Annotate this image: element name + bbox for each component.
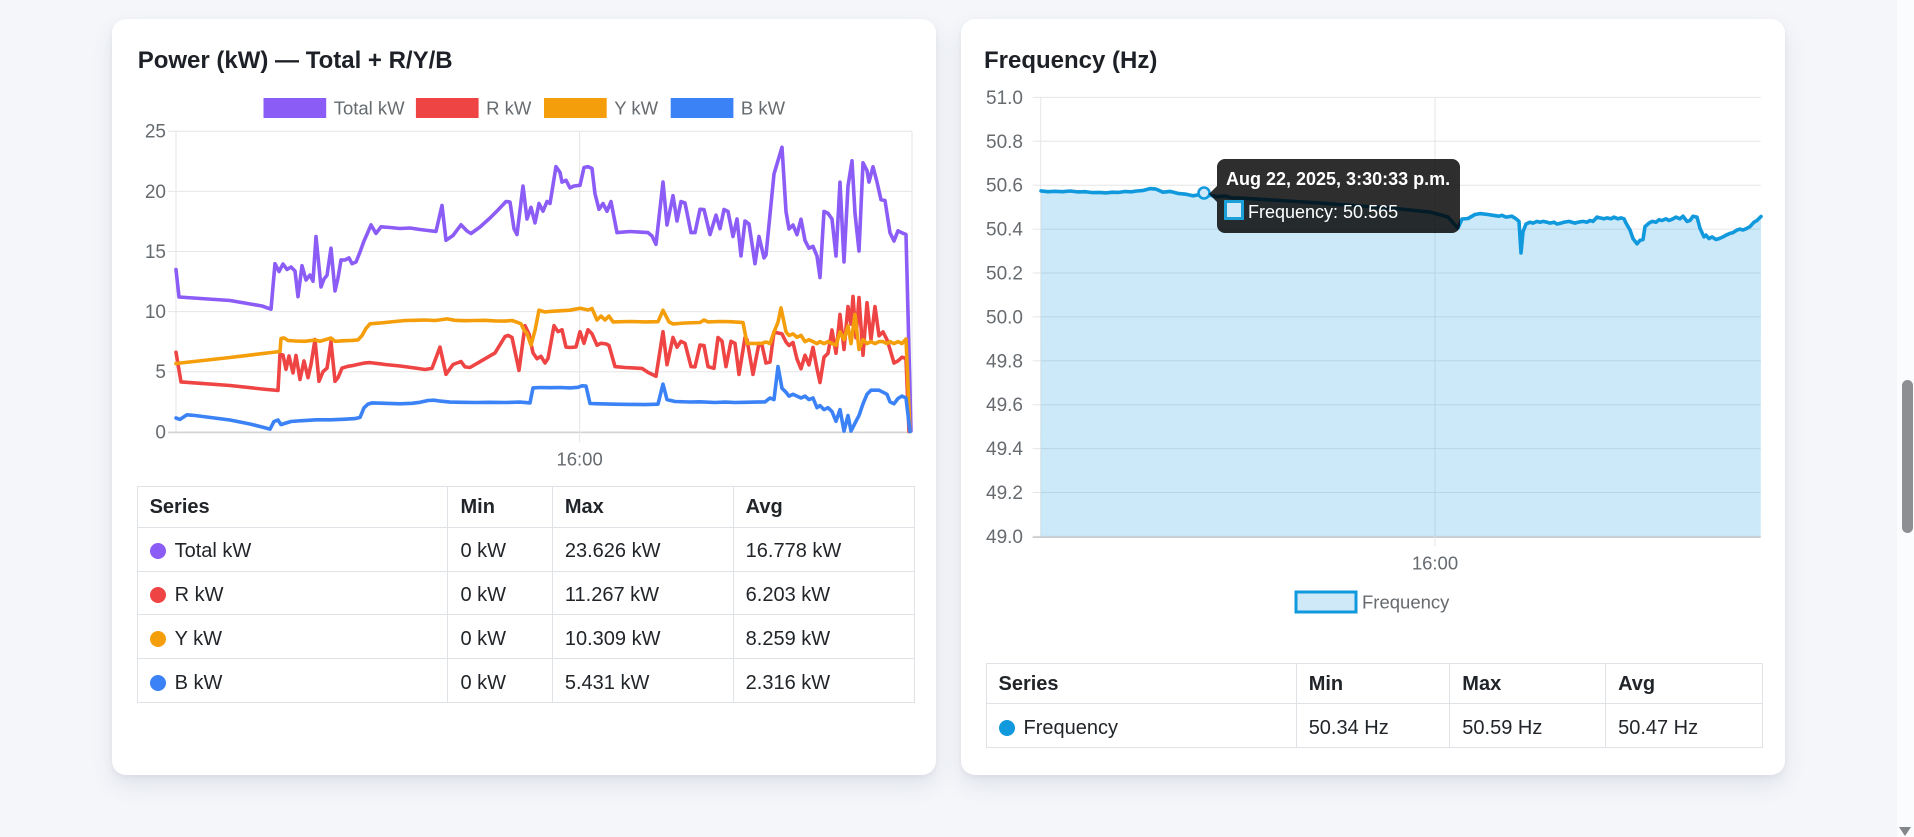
svg-text:50.6: 50.6 [986,176,1023,197]
svg-text:51.0: 51.0 [986,88,1023,109]
svg-text:16:00: 16:00 [1412,553,1458,574]
svg-text:B kW: B kW [741,98,786,119]
svg-text:50.4: 50.4 [986,220,1023,241]
svg-text:R kW: R kW [486,98,532,119]
svg-text:49.6: 49.6 [986,395,1023,416]
svg-text:49.8: 49.8 [986,351,1023,372]
svg-text:50.8: 50.8 [986,132,1023,153]
svg-text:49.4: 49.4 [986,439,1023,460]
svg-text:15: 15 [145,242,166,263]
svg-text:Y kW: Y kW [614,98,658,119]
svg-text:0: 0 [155,422,166,443]
svg-text:20: 20 [145,182,166,203]
svg-text:Frequency: Frequency [1362,592,1450,613]
svg-text:49.2: 49.2 [986,483,1023,504]
svg-text:50.0: 50.0 [986,307,1023,328]
svg-text:50.2: 50.2 [986,264,1023,285]
svg-text:25: 25 [145,122,166,143]
svg-text:49.0: 49.0 [986,527,1023,548]
svg-text:Total kW: Total kW [334,98,405,119]
svg-text:10: 10 [145,302,166,323]
svg-text:16:00: 16:00 [556,449,602,470]
svg-text:5: 5 [155,362,166,383]
